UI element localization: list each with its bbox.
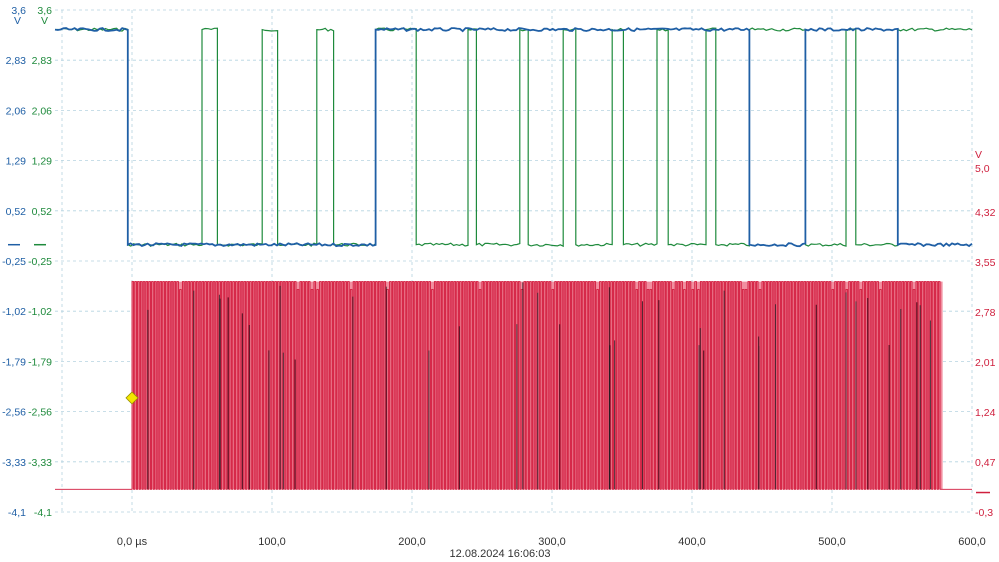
axis-labels: 3,62,832,061,290,52-0,25-1,02-1,79-2,56-… [2, 5, 996, 548]
green-axis-tick-label: 0,52 [32, 206, 53, 218]
green-axis-tick-label: 3,6 [37, 5, 52, 17]
green-axis-unit: V [41, 15, 48, 27]
x-tick-label: 100,0 [258, 536, 286, 548]
blue-axis-tick-label: 2,83 [6, 55, 27, 67]
green-axis-tick-label: -0,25 [28, 256, 52, 268]
blue-axis-tick-label: -0,25 [2, 256, 26, 268]
blue-axis-tick-label: -3,33 [2, 457, 26, 469]
green-axis-tick-label: -1,02 [28, 306, 52, 318]
trigger-marker [125, 391, 139, 405]
green-axis-tick-label: -4,1 [34, 507, 52, 519]
red-axis-tick-label: 1,24 [975, 407, 996, 419]
blue-axis-tick-label: -4,1 [8, 507, 26, 519]
x-tick-label: 600,0 [958, 536, 986, 548]
x-tick-label: 300,0 [538, 536, 566, 548]
red-trace-fill [132, 281, 943, 490]
blue-axis-tick-label: -1,02 [2, 306, 26, 318]
x-tick-label: 0,0 µs [117, 536, 148, 548]
red-axis-tick-label: 2,01 [975, 357, 996, 369]
capture-timestamp: 12.08.2024 16:06:03 [450, 548, 551, 560]
red-axis-tick-label: 4,32 [975, 207, 996, 219]
red-axis-unit: V [975, 149, 982, 161]
green-trace [54, 27, 973, 248]
signal-traces [54, 27, 973, 490]
red-trace [55, 281, 972, 490]
green-axis-tick-label: 2,06 [32, 105, 53, 117]
green-axis-tick-label: 1,29 [32, 156, 53, 168]
green-axis-tick-label: 2,83 [32, 55, 53, 67]
x-tick-label: 500,0 [818, 536, 846, 548]
blue-axis-tick-label: 1,29 [6, 156, 27, 168]
red-axis-tick-label: 0,47 [975, 457, 996, 469]
plot-markers [8, 243, 990, 494]
red-axis-tick-label: 5,0 [975, 163, 990, 175]
red-axis-tick-label: 3,55 [975, 257, 996, 269]
x-tick-label: 400,0 [678, 536, 706, 548]
green-axis-tick-label: -3,33 [28, 457, 52, 469]
blue-trace [54, 27, 973, 248]
blue-axis-tick-label: 3,6 [11, 5, 26, 17]
x-tick-label: 200,0 [398, 536, 426, 548]
green-axis-tick-label: -2,56 [28, 407, 52, 419]
blue-axis-tick-label: -2,56 [2, 407, 26, 419]
blue-axis-tick-label: 2,06 [6, 105, 27, 117]
blue-axis-tick-label: -1,79 [2, 356, 26, 368]
blue-axis-unit: V [14, 15, 21, 27]
red-axis-tick-label: 2,78 [975, 307, 996, 319]
green-axis-tick-label: -1,79 [28, 356, 52, 368]
red-axis-tick-label: -0,3 [975, 507, 993, 519]
blue-axis-tick-label: 0,52 [6, 206, 27, 218]
